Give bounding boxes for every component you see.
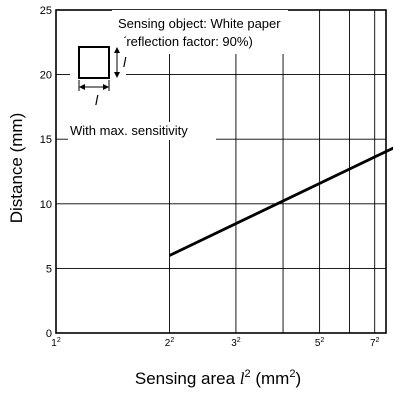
x-axis-label-unit-close: ) [295, 369, 301, 388]
y-tick-label: 5 [46, 263, 52, 275]
annotation-max-sensitivity: With max. sensitivity [70, 123, 188, 138]
y-tick-label: 15 [40, 134, 52, 146]
series-layer [168, 146, 393, 257]
annotation-sensing-object: Sensing object: White paper [118, 16, 281, 31]
sensitivity-bg [68, 122, 216, 140]
y-tick-label: 25 [40, 5, 52, 17]
annotation-reflection-factor: (reflection factor: 90%) [122, 34, 253, 49]
x-tick-label: 72 [370, 337, 380, 349]
x-tick-label: 52 [315, 337, 325, 349]
y-tick-label: 20 [40, 70, 52, 82]
y-tick-labels: 0 5 10 15 20 25 [40, 5, 52, 340]
x-tick-label: 12 [51, 337, 61, 349]
annotation-bg [112, 10, 288, 54]
y-tick-label: 10 [40, 199, 52, 211]
dim-label-horizontal: l [95, 92, 99, 108]
y-axis-label: Distance (mm) [7, 113, 26, 224]
y-tick-label: 0 [46, 328, 52, 340]
x-tick-label: 22 [165, 337, 175, 349]
dim-label-vertical: l [123, 54, 127, 70]
x-axis-label-unit: (mm [251, 369, 290, 388]
x-axis-label-var-sup: 2 [245, 368, 251, 380]
x-axis-label-prefix: Sensing area [135, 369, 240, 388]
x-axis-label-var: l [240, 369, 245, 388]
square-icon [78, 46, 110, 79]
x-tick-label: 32 [231, 337, 241, 349]
x-tick-labels: 1222325272102202302502 [51, 337, 380, 349]
x-axis-label: Sensing area l2 (mm2) [135, 368, 301, 388]
series-line [168, 146, 393, 257]
sensing-area-diagram: l l [70, 38, 127, 108]
x-axis-label-unit-sup: 2 [289, 368, 295, 380]
